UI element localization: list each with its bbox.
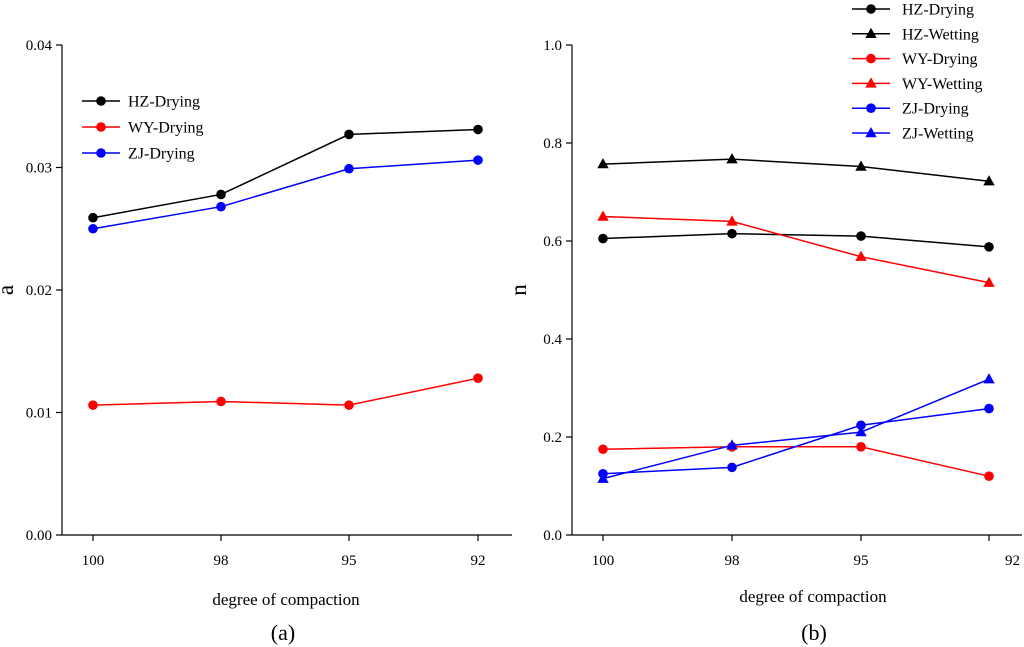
data-point: [598, 233, 608, 244]
x-tick-label: 92: [1005, 553, 1020, 569]
y-tick-label: 0.8: [543, 136, 562, 152]
legend-marker: [96, 96, 106, 106]
y-axis-title: a: [0, 285, 18, 295]
data-point: [88, 400, 98, 410]
data-point: [984, 471, 994, 482]
data-point: [473, 373, 483, 384]
data-point: [344, 129, 354, 140]
data-point: [216, 201, 226, 212]
legend: HZ-Drying HZ-Wetting WY-Drying WY-Wetting ZJ…: [852, 2, 982, 143]
data-point: [216, 396, 226, 407]
legend-marker: [96, 122, 106, 132]
legend-label: ZJ-Drying: [128, 146, 195, 163]
data-point: [726, 439, 738, 450]
y-tick-label: 0.03: [26, 161, 52, 177]
data-point: [473, 124, 483, 135]
y-tick-label: 0.04: [26, 38, 53, 54]
y-tick-label: 0.4: [543, 332, 562, 348]
legend-label: WY-Wetting: [902, 76, 982, 93]
legend-label: HZ-Drying: [902, 2, 974, 19]
legend-marker: [866, 103, 876, 113]
x-tick-label: 100: [82, 553, 105, 569]
data-point: [984, 403, 994, 414]
chart-panel-b: degree of compaction n (b) 0.0 0.2 0.4 0.6 0…: [506, 2, 1022, 645]
data-point: [598, 444, 608, 455]
legend-label: HZ-Drying: [128, 94, 200, 111]
x-tick-label: 95: [342, 553, 357, 569]
data-point: [855, 160, 867, 171]
series-line: [602, 446, 990, 477]
data-point: [344, 400, 354, 410]
series-line: [92, 377, 479, 406]
legend-marker: [866, 4, 876, 14]
data-point: [856, 442, 866, 452]
series-line: [92, 128, 479, 219]
data-point: [726, 215, 738, 226]
y-tick-label: 0.2: [543, 430, 562, 446]
panel-label: (a): [271, 620, 295, 645]
data-point: [983, 373, 995, 384]
data-point: [855, 250, 867, 261]
data-point: [856, 420, 866, 431]
legend: HZ-Drying WY-Drying ZJ-Drying: [82, 94, 204, 163]
data-point: [984, 242, 994, 252]
legend-marker: [96, 148, 106, 158]
legend-label: ZJ-Wetting: [902, 126, 974, 143]
y-tick-label: 0.6: [543, 234, 562, 250]
data-point: [597, 210, 609, 221]
series-line: [602, 232, 990, 248]
x-tick-label: 92: [471, 553, 486, 569]
data-point: [473, 155, 483, 165]
series-line: [92, 159, 479, 230]
chart-panel-a: degree of compaction a (a) 0.00 0.01 0.02 0…: [0, 38, 512, 645]
panel-label: (b): [801, 620, 827, 645]
legend-marker: [865, 77, 877, 88]
data-point: [597, 472, 609, 483]
y-tick-label: 0.0: [543, 528, 562, 544]
y-axis-title: n: [506, 284, 531, 296]
legend-label: WY-Drying: [128, 120, 204, 137]
legend-marker: [865, 27, 877, 38]
data-point: [727, 228, 737, 239]
legend-label: ZJ-Drying: [902, 101, 969, 118]
legend-marker: [866, 53, 876, 64]
series-line: [602, 158, 990, 182]
legend-marker: [865, 127, 877, 138]
data-point: [856, 231, 866, 241]
y-tick-label: 0.01: [26, 406, 52, 422]
x-tick-label: 98: [725, 553, 740, 569]
series-line: [602, 378, 990, 480]
y-tick-label: 1.0: [543, 38, 562, 54]
series-line: [602, 215, 990, 284]
data-point: [855, 426, 867, 437]
data-point: [726, 153, 738, 164]
x-tick-label: 100: [592, 553, 615, 569]
data-point: [983, 276, 995, 287]
data-point: [88, 212, 98, 223]
x-tick-label: 98: [214, 553, 229, 569]
data-point: [597, 158, 609, 169]
x-axis-title: degree of compaction: [212, 590, 360, 609]
y-tick-label: 0.00: [26, 528, 52, 544]
data-point: [727, 462, 737, 473]
data-point: [344, 163, 354, 174]
x-tick-label: 95: [854, 553, 869, 569]
series-line: [602, 407, 990, 475]
data-point: [983, 175, 995, 186]
x-axis-title: degree of compaction: [739, 587, 887, 606]
legend-label: WY-Drying: [902, 51, 978, 68]
data-point: [216, 189, 226, 200]
data-point: [88, 223, 98, 234]
y-tick-label: 0.02: [26, 283, 52, 299]
legend-label: HZ-Wetting: [902, 26, 979, 43]
